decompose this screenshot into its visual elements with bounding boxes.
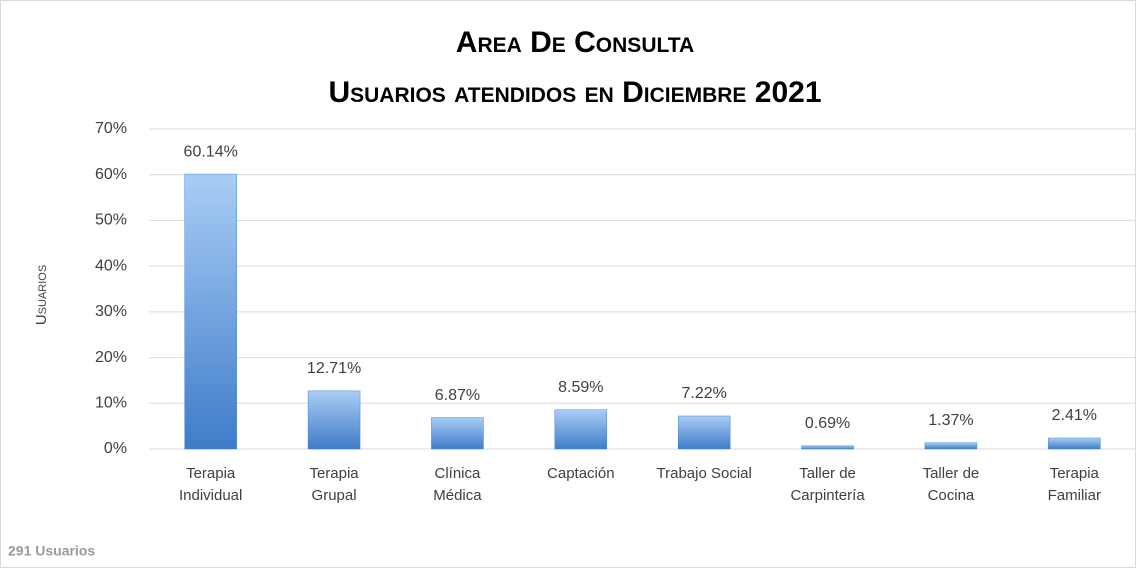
x-tick-label: Terapia Grupal xyxy=(309,465,359,504)
y-tick-label: 60% xyxy=(95,166,127,183)
x-tick-label: Terapia Familiar xyxy=(1047,465,1101,504)
x-tick-label: Taller de Carpintería xyxy=(790,465,865,504)
bar xyxy=(1048,437,1101,450)
x-tick-label: Clínica Médica xyxy=(433,465,482,504)
value-label: 6.87% xyxy=(435,387,480,404)
value-label: 2.41% xyxy=(1052,407,1097,424)
value-label: 1.37% xyxy=(928,412,973,429)
bar xyxy=(184,173,237,450)
x-tick-label: Captación xyxy=(547,465,615,482)
value-label: 7.22% xyxy=(682,385,727,402)
y-tick-label: 0% xyxy=(104,440,127,457)
x-tick-label: Trabajo Social xyxy=(656,465,752,482)
value-label: 12.71% xyxy=(307,360,361,377)
y-axis-label: Usuarios xyxy=(33,265,50,325)
y-tick-label: 40% xyxy=(95,257,127,274)
bar xyxy=(307,390,361,450)
value-label: 8.59% xyxy=(558,379,603,396)
y-tick-label: 50% xyxy=(95,212,127,229)
y-tick-label: 20% xyxy=(95,349,127,366)
chart-title: Area De Consulta xyxy=(456,26,694,59)
y-tick-label: 70% xyxy=(95,120,127,137)
bar xyxy=(431,417,484,450)
x-tick-label: Terapia Individual xyxy=(178,465,243,504)
chart-subtitle: Usuarios atendidos en Diciembre 2021 xyxy=(328,76,821,109)
y-tick-label: 30% xyxy=(95,303,127,320)
x-tick-label: Taller de Cocina xyxy=(922,465,980,504)
y-tick-label: 10% xyxy=(95,395,127,412)
value-label: 60.14% xyxy=(184,143,238,160)
footnote: 291 Usuarios xyxy=(8,543,95,559)
bar xyxy=(677,415,731,450)
bar xyxy=(801,445,854,450)
value-label: 0.69% xyxy=(805,415,850,432)
bar xyxy=(924,442,978,450)
bar xyxy=(554,409,608,450)
